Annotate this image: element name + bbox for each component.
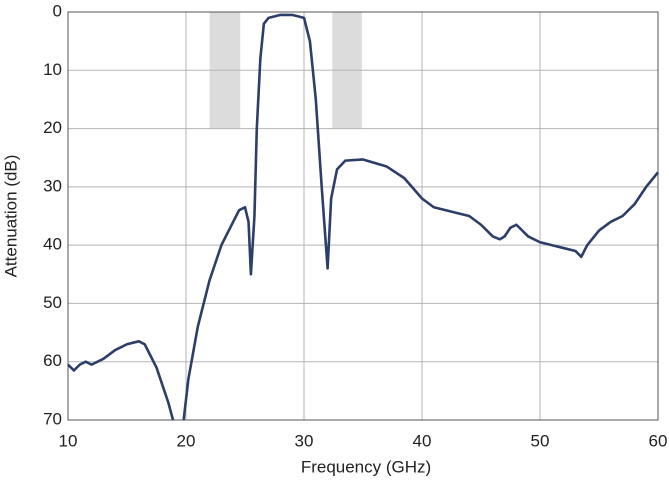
y-tick-label: 40 <box>43 235 62 254</box>
x-tick-label: 40 <box>413 431 432 450</box>
y-tick-label: 20 <box>43 118 62 137</box>
x-tick-label: 60 <box>649 431 668 450</box>
y-tick-label: 0 <box>53 1 62 20</box>
y-tick-label: 30 <box>43 176 62 195</box>
plot-frame <box>67 11 659 421</box>
x-tick-label: 20 <box>177 431 196 450</box>
x-tick-label: 10 <box>59 431 78 450</box>
plot-area: 10 20 30 40 50 60 0 10 20 30 40 50 60 70 <box>43 1 667 450</box>
y-axis-label: Attenuation (dB) <box>1 155 20 278</box>
data-line <box>67 13 660 421</box>
y-tick-label: 70 <box>43 409 62 428</box>
x-tick-label: 50 <box>531 431 550 450</box>
y-tick-label: 60 <box>43 351 62 370</box>
x-tick-label: 30 <box>295 431 314 450</box>
y-tick-label: 10 <box>43 60 62 79</box>
x-axis-label: Frequency (GHz) <box>301 457 431 476</box>
y-tick-label: 50 <box>43 293 62 312</box>
